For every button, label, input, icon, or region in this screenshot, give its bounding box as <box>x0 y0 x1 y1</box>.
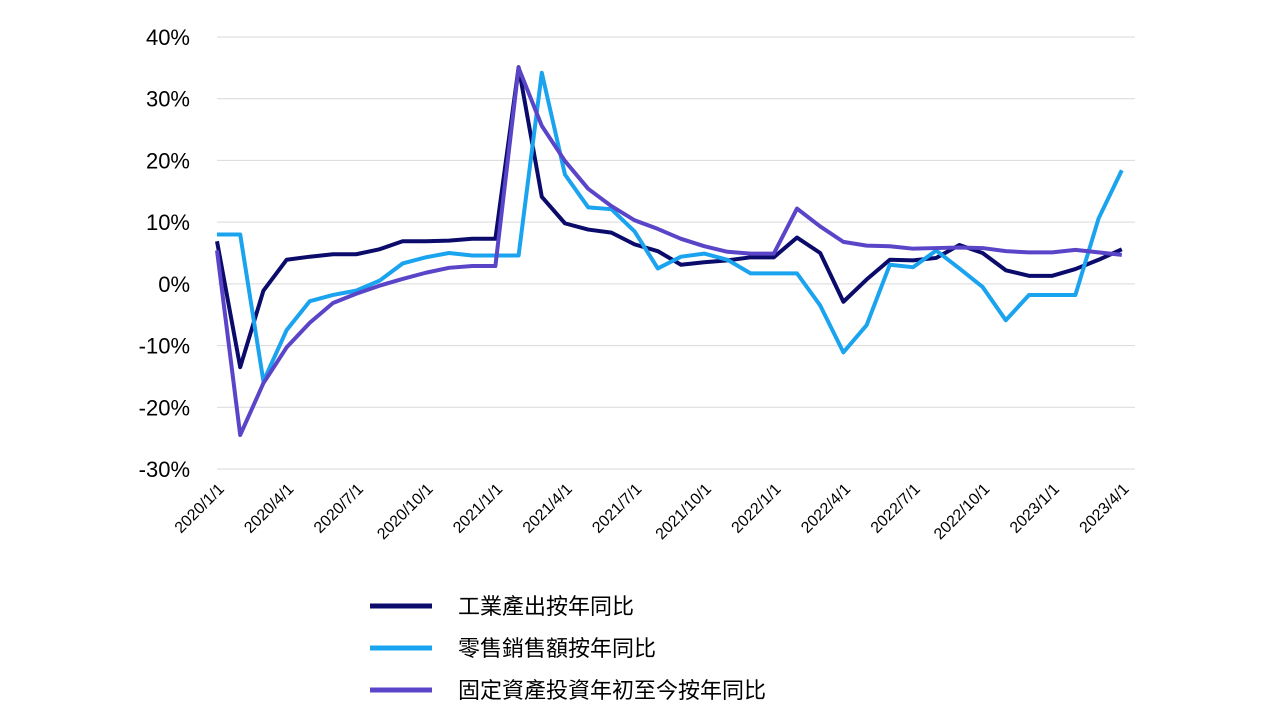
legend-label: 固定資產投資年初至今按年同比 <box>458 678 766 703</box>
x-tick-label: 2021/10/1 <box>653 481 715 543</box>
x-tick-label: 2021/7/1 <box>589 481 645 537</box>
x-tick-label: 2021/4/1 <box>520 481 576 537</box>
series-line <box>215 65 1123 438</box>
y-tick-label: 40% <box>146 25 190 50</box>
y-tick-label: -30% <box>139 457 190 482</box>
x-tick-label: 2020/1/1 <box>172 481 228 537</box>
y-tick-label: -10% <box>139 334 190 359</box>
y-tick-label: 20% <box>146 148 190 173</box>
legend-label: 工業產出按年同比 <box>458 594 634 619</box>
y-tick-label: 30% <box>146 87 190 112</box>
series-line <box>217 70 1124 384</box>
x-tick-label: 2020/7/1 <box>311 481 367 537</box>
x-tick-label: 2022/4/1 <box>798 481 854 537</box>
x-tick-label: 2022/7/1 <box>868 481 924 537</box>
y-tick-label: 0% <box>158 272 190 297</box>
x-tick-label: 2023/1/1 <box>1007 481 1063 537</box>
x-tick-label: 2021/1/1 <box>450 481 506 537</box>
x-tick-label: 2022/1/1 <box>729 481 785 537</box>
x-tick-label: 2020/10/1 <box>374 481 436 543</box>
x-tick-label: 2022/10/1 <box>931 481 993 543</box>
y-tick-label: -20% <box>139 395 190 420</box>
x-tick-label: 2023/4/1 <box>1077 481 1133 537</box>
series-line <box>215 65 1123 370</box>
legend-label: 零售銷售額按年同比 <box>458 636 656 661</box>
x-tick-label: 2020/4/1 <box>241 481 297 537</box>
y-tick-label: 10% <box>146 210 190 235</box>
